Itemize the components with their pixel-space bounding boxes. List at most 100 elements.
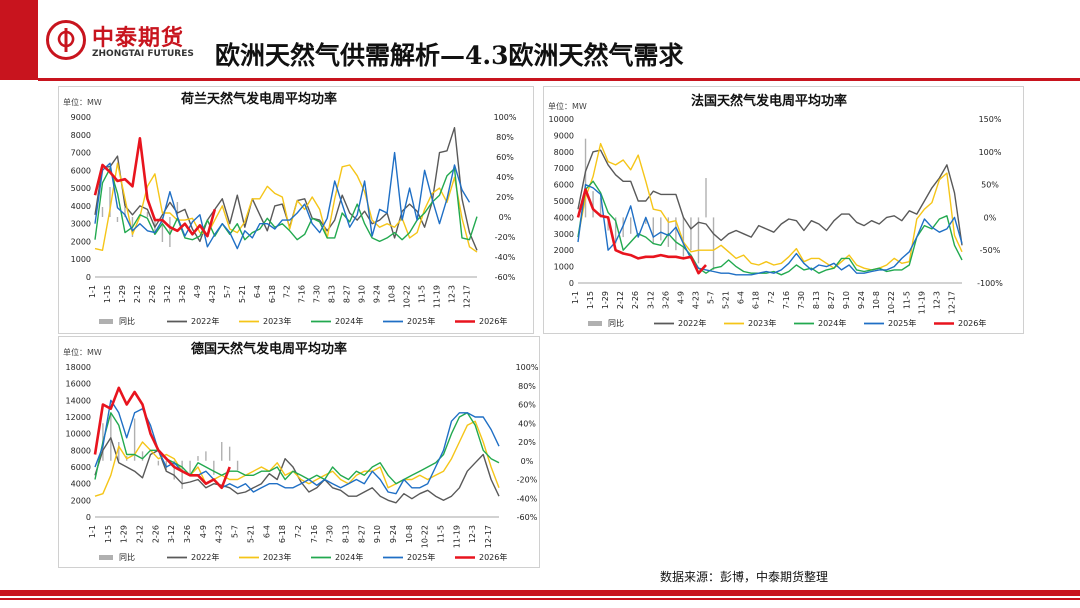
y2-tick-label: -50% [980, 246, 1001, 255]
yoy-bar [133, 418, 136, 461]
x-tick-label: 9-24 [389, 525, 398, 543]
y2-tick-label: -60% [495, 273, 516, 282]
y2-tick-label: -20% [517, 476, 538, 485]
yoy-bar [221, 442, 223, 461]
chart-panel-germany: 德国天然气发电周平均功率 单位：MW 0 2000 4000 6000 8000 10000 1… [58, 336, 540, 568]
x-tick-label: 10-8 [388, 285, 397, 303]
x-tick-label: 9-10 [842, 291, 851, 309]
y2-tick-label: 20% [518, 438, 536, 447]
y2-tick-label: 50% [981, 181, 999, 190]
yoy-bar [660, 217, 662, 241]
yoy-bar [228, 446, 231, 461]
x-tick-label: 1-29 [601, 291, 610, 309]
yoy-bar [141, 451, 144, 461]
legend-label: 2026年 [479, 552, 507, 562]
company-logo: 中泰期货 ZHONGTAI FUTURES [46, 18, 196, 66]
x-tick-label: 3-12 [646, 291, 655, 309]
y2-tick-label: -40% [495, 253, 516, 262]
y2-tick-label: 100% [979, 148, 1002, 157]
x-tick-label: 7-16 [310, 525, 319, 543]
y-tick-label: 7000 [554, 164, 574, 173]
x-tick-label: 2-26 [151, 525, 160, 543]
x-tick-label: 5-21 [238, 285, 247, 303]
legend-swatch-yoy [588, 321, 602, 326]
x-tick-label: 3-12 [167, 525, 176, 543]
legend-label: 2024年 [335, 316, 363, 326]
x-tick-label: 1-15 [104, 525, 113, 543]
y2-tick-label: 80% [496, 133, 514, 142]
germany-gas-power-chart: 德国天然气发电周平均功率 单位：MW 0 2000 4000 6000 8000 10000 1… [63, 341, 539, 562]
y-tick-label: 8000 [71, 131, 91, 140]
x-tick-label: 3-26 [183, 525, 192, 543]
legend-swatch-yoy [99, 319, 113, 324]
legend-swatch-yoy [99, 555, 113, 560]
series-line-2023 [577, 142, 963, 271]
x-tick-label: 2-26 [631, 291, 640, 309]
page-title: 欧洲天然气供需解析—4.3欧洲天然气需求 [215, 41, 684, 70]
legend-label: 2022年 [191, 316, 219, 326]
series-line-2023 [94, 420, 500, 497]
y-tick-label: 9000 [71, 113, 91, 122]
zhongtai-logo-icon [46, 20, 86, 60]
legend-label: 2023年 [263, 552, 291, 562]
x-tick-label: 8-27 [357, 525, 366, 543]
x-tick-label: 4-23 [691, 291, 700, 309]
y-tick-label: 2000 [71, 496, 91, 505]
yoy-bar [124, 207, 126, 217]
x-tick-label: 3-26 [178, 285, 187, 303]
y2-tick-label: 20% [496, 193, 514, 202]
x-tick-label: 5-21 [246, 525, 255, 543]
y2-tick-label: 0% [984, 213, 997, 222]
x-tick-label: 7-2 [767, 291, 776, 304]
x-tick-label: 9-10 [373, 525, 382, 543]
logo-chinese-name: 中泰期货 [92, 26, 185, 51]
yoy-bar [213, 460, 215, 475]
x-tick-label: 9-24 [373, 285, 382, 303]
x-tick-label: 11-5 [437, 525, 446, 543]
x-tick-label: 7-2 [283, 285, 292, 298]
yoy-bar [667, 217, 670, 247]
netherlands-gas-power-chart: 荷兰天然气发电周平均功率 单位：MW 0 1000 2000 3000 4000 5000 60… [63, 91, 517, 326]
y2-tick-label: 0% [521, 457, 534, 466]
y-tick-label: 6000 [554, 181, 574, 190]
yoy-bar [705, 178, 707, 218]
yoy-bar [146, 212, 149, 217]
yoy-bar [173, 460, 175, 480]
x-tick-label: 5-7 [231, 525, 240, 538]
y-tick-label: 6000 [71, 166, 91, 175]
x-tick-label: 7-2 [294, 525, 303, 538]
y-tick-label: 12000 [66, 413, 91, 422]
x-tick-label: 7-30 [326, 525, 335, 543]
yoy-bar [161, 217, 164, 242]
x-tick-label: 6-4 [737, 291, 746, 304]
yoy-bar [169, 217, 171, 247]
chart-title: 德国天然气发电周平均功率 [191, 341, 347, 357]
x-tick-label: 10-22 [421, 525, 430, 548]
x-tick-label: 8-13 [341, 525, 350, 543]
x-tick-label: 6-18 [752, 291, 761, 309]
footer-bar [0, 590, 1080, 596]
y-tick-label: 10000 [549, 115, 574, 124]
chart-title: 法国天然气发电周平均功率 [691, 93, 847, 109]
legend-label: 2025年 [407, 316, 435, 326]
x-tick-label: 12-3 [468, 525, 477, 543]
chart-panel-france: 法国天然气发电周平均功率 单位：MW 0 1000 2000 3000 4000 5000 60… [543, 86, 1024, 334]
x-tick-label: 7-16 [298, 285, 307, 303]
legend-label: 2022年 [678, 318, 706, 328]
series-line-2022 [577, 149, 963, 246]
yoy-bar [101, 207, 104, 217]
brand-strip [0, 0, 38, 80]
data-source-note: 数据来源：彭博，中泰期货整理 [660, 570, 829, 584]
y-tick-label: 2000 [71, 237, 91, 246]
x-tick-label: 9-10 [358, 285, 367, 303]
x-tick-label: 11-19 [433, 285, 442, 308]
y2-tick-label: -40% [517, 494, 538, 503]
legend-label: 2026年 [958, 318, 986, 328]
legend-label: 同比 [119, 316, 135, 326]
chart-panel-netherlands: 荷兰天然气发电周平均功率 单位：MW 0 1000 2000 3000 4000 5000 60… [58, 86, 534, 334]
yoy-bar [197, 456, 199, 461]
y2-tick-label: 60% [496, 153, 514, 162]
y-tick-label: 4000 [554, 213, 574, 222]
x-tick-label: 11-5 [418, 285, 427, 303]
y-tick-label: 7000 [71, 149, 91, 158]
